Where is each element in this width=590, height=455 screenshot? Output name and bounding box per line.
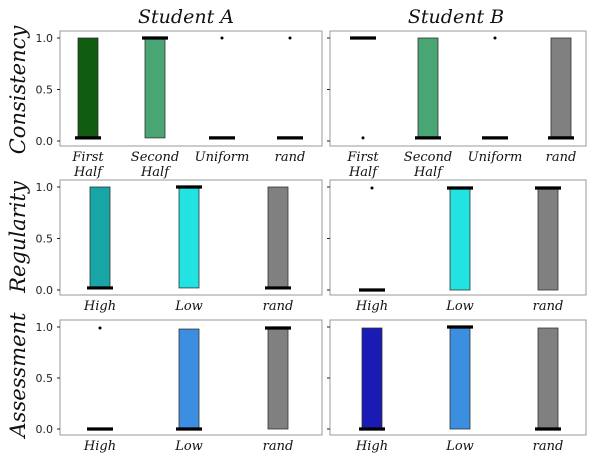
x-tick-label: Second	[131, 150, 179, 165]
bar	[550, 37, 572, 139]
x-tick-label: High	[83, 299, 116, 314]
x-tick-label: Low	[445, 299, 474, 314]
bar	[361, 327, 383, 430]
chart-panel: High Low rand	[327, 319, 587, 454]
x-tick-label: rand	[546, 150, 577, 165]
x-tick-label: rand	[533, 439, 564, 454]
bar	[537, 327, 559, 430]
outlier-point	[370, 186, 374, 190]
x-tick-label: rand	[263, 439, 294, 454]
x-tick-label: Uniform	[468, 150, 523, 165]
outlier-point	[288, 36, 292, 40]
y-tick-label: 1.0	[36, 32, 54, 45]
bar	[417, 37, 439, 139]
chart-panel: 0.0 0.5 1.0 High Low rand	[36, 179, 323, 314]
bar	[144, 37, 166, 139]
x-tick-label: High	[83, 439, 116, 454]
x-tick-label: High	[355, 299, 388, 314]
x-tick-label: Low	[174, 439, 203, 454]
x-tick-label: Low	[445, 439, 474, 454]
y-tick-label: 1.0	[36, 181, 54, 194]
chart-panel: High Low rand	[327, 179, 587, 314]
plot-frame	[59, 30, 323, 147]
outlier-point	[220, 36, 224, 40]
plot-frame	[329, 30, 587, 147]
outlier-point	[493, 36, 497, 40]
row-title-consistency: Consistency	[6, 25, 30, 155]
x-tick-label: rand	[533, 299, 564, 314]
bar	[267, 186, 289, 289]
bar	[449, 326, 471, 430]
outlier-point	[361, 136, 365, 140]
y-tick-label: 0.5	[36, 233, 54, 246]
bar	[537, 187, 559, 291]
row-title-assessment: Assessment	[6, 312, 30, 440]
x-tick-label: First	[346, 150, 379, 165]
column-title-student-a: Student A	[138, 6, 234, 28]
x-tick-label: First	[71, 150, 104, 165]
bar	[178, 328, 200, 430]
row-title-regularity: Regularity	[6, 180, 30, 294]
y-tick-label: 0.0	[36, 135, 54, 148]
column-title-student-b: Student B	[408, 6, 504, 28]
y-tick-label: 0.0	[36, 284, 54, 297]
chart-panel: 0.0 0.5 1.0 High Low rand	[36, 319, 323, 454]
x-tick-label: Half	[140, 165, 171, 180]
x-tick-label: rand	[275, 150, 306, 165]
bar	[77, 37, 99, 139]
y-tick-label: 1.0	[36, 321, 54, 334]
x-tick-label: High	[355, 439, 388, 454]
x-tick-label: Second	[404, 150, 452, 165]
x-tick-label: Half	[348, 165, 379, 180]
bar	[178, 186, 200, 289]
y-tick-label: 0.5	[36, 372, 54, 385]
x-tick-label: Low	[174, 299, 203, 314]
x-tick-label: Uniform	[195, 150, 250, 165]
bar	[449, 187, 471, 291]
y-tick-label: 0.0	[36, 423, 54, 436]
outlier-point	[98, 326, 102, 330]
bar	[89, 186, 111, 289]
y-tick-label: 0.5	[36, 84, 54, 97]
x-tick-label: rand	[263, 299, 294, 314]
bar	[267, 327, 289, 430]
x-tick-label: Half	[73, 165, 104, 180]
x-tick-label: Half	[413, 165, 444, 180]
